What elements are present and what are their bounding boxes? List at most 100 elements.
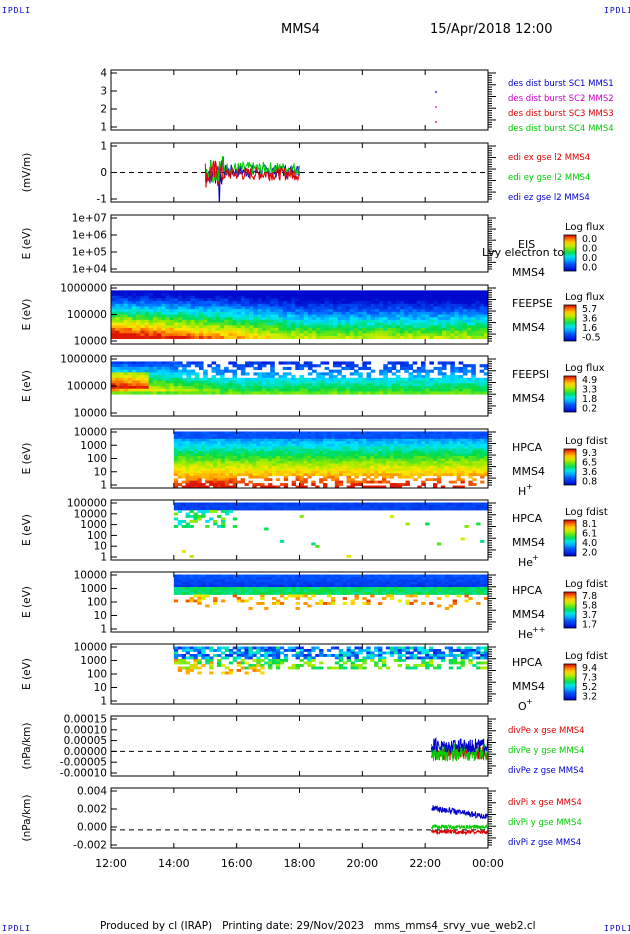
spectrogram-cell — [440, 431, 446, 435]
spectrogram-cell — [412, 330, 418, 334]
spectrogram-cell — [127, 364, 133, 368]
spectrogram-cell — [261, 364, 267, 368]
spectrogram-cell — [409, 465, 414, 469]
spectrogram-cell — [264, 460, 269, 464]
spectrogram-cell — [165, 311, 171, 315]
spectrogram-cell — [484, 448, 488, 452]
spectrogram-cell — [323, 460, 328, 464]
spectrogram-cell — [189, 473, 194, 477]
spectrogram-cell — [282, 303, 288, 307]
spectrogram-cell — [379, 388, 384, 392]
spectrogram-cell — [189, 587, 194, 590]
spectrogram-cell — [433, 317, 439, 321]
spectrogram-cell — [194, 333, 200, 337]
spectrogram-cell — [185, 522, 190, 526]
spectrogram-cell — [483, 366, 488, 371]
spectrogram-cell — [127, 372, 133, 376]
spectrogram-cell — [389, 458, 395, 462]
spectrogram-cell — [136, 375, 141, 379]
spectrogram-cell — [483, 303, 488, 307]
spectrogram-cell — [421, 507, 426, 511]
spectrogram-cell — [217, 448, 222, 452]
spectrogram-cell — [178, 383, 183, 387]
spectrogram-cell — [185, 582, 190, 585]
spectrogram-cell — [420, 330, 426, 334]
spectrogram-cell — [119, 303, 124, 307]
spectrogram-cell — [400, 361, 405, 365]
spectrogram-cell — [236, 295, 242, 299]
spectrogram-cell — [272, 465, 277, 469]
spectrogram-cell — [460, 478, 465, 482]
spectrogram-cell — [421, 431, 426, 435]
spectrogram-cell — [173, 577, 179, 580]
spectrogram-cell — [165, 366, 171, 371]
spectrogram-cell — [173, 361, 179, 365]
spectrogram-cell — [287, 451, 293, 454]
spectrogram-cell — [408, 319, 413, 323]
spectrogram-cell — [337, 303, 342, 307]
spectrogram-cell — [312, 333, 317, 337]
spectrogram-cell — [256, 443, 261, 447]
spectrogram-cell — [374, 301, 380, 305]
spectrogram-cell — [205, 436, 210, 440]
spectrogram-cell — [248, 468, 253, 472]
spectrogram-cell — [220, 431, 226, 435]
spectrogram-cell — [413, 451, 418, 454]
spectrogram-cell — [480, 460, 485, 464]
spectrogram-cell — [437, 290, 443, 294]
spectrogram-cell — [397, 443, 403, 447]
spectrogram-cell — [144, 369, 150, 373]
colorbar-tick-label: 0.8 — [582, 477, 597, 488]
spectrogram-cell — [383, 372, 388, 376]
spectrogram-cell — [311, 463, 316, 467]
spectrogram-cell — [144, 314, 150, 318]
spectrogram-cell — [437, 372, 443, 376]
spectrogram-cell — [381, 470, 387, 474]
spectrogram-cell — [286, 309, 292, 313]
spectrogram-cell — [240, 322, 246, 326]
spectrogram-cell — [320, 388, 326, 392]
spectrogram-cell — [429, 386, 434, 390]
spectrogram-cell — [268, 502, 273, 506]
spectrogram-cell — [253, 335, 259, 340]
spectrogram-cell — [264, 507, 269, 511]
spectrogram-cell — [362, 303, 367, 307]
spectrogram-cell — [173, 443, 179, 447]
spectrogram-cell — [316, 303, 321, 307]
spectrogram-cell — [345, 377, 351, 381]
spectrogram-cell — [291, 451, 296, 454]
spectrogram-cell — [161, 325, 166, 329]
spectrogram-cell — [299, 456, 304, 459]
spectrogram-cell — [316, 306, 321, 310]
spectrogram-cell — [452, 448, 457, 452]
spectrogram-cell — [270, 303, 275, 307]
spectrogram-cell — [475, 388, 481, 392]
spectrogram-cell — [253, 301, 259, 305]
spectrogram-cell — [307, 443, 312, 447]
spectrogram-cell — [283, 436, 289, 440]
spectrogram-cell — [185, 465, 190, 469]
spectrogram-cell — [425, 478, 430, 482]
spectrogram-cell — [228, 448, 234, 452]
spectrogram-cell — [397, 458, 403, 462]
spectrogram-cell — [476, 431, 481, 435]
spectrogram-cell — [362, 330, 367, 334]
spectrogram-cell — [374, 438, 379, 442]
spectrogram-cell — [244, 473, 249, 477]
spectrogram-cell — [358, 366, 363, 371]
spectrogram-cell — [198, 361, 204, 365]
spectrogram-cell — [346, 465, 351, 469]
spectrogram-cell — [232, 295, 238, 299]
spectrogram-cell — [185, 574, 190, 578]
spectrogram-cell — [190, 391, 196, 395]
spectrogram-cell — [119, 327, 124, 331]
spectrogram-cell — [316, 322, 321, 326]
spectrogram-cell — [450, 333, 455, 337]
spectrogram-cell — [197, 470, 202, 474]
colorbar-tick-label: 0.0 — [582, 253, 597, 264]
spectrogram-cell — [228, 322, 233, 326]
spectrogram-cell — [452, 507, 457, 511]
spectrogram-cell — [425, 372, 430, 376]
spectrogram-cell — [358, 311, 363, 315]
spectrogram-cell — [441, 301, 447, 305]
